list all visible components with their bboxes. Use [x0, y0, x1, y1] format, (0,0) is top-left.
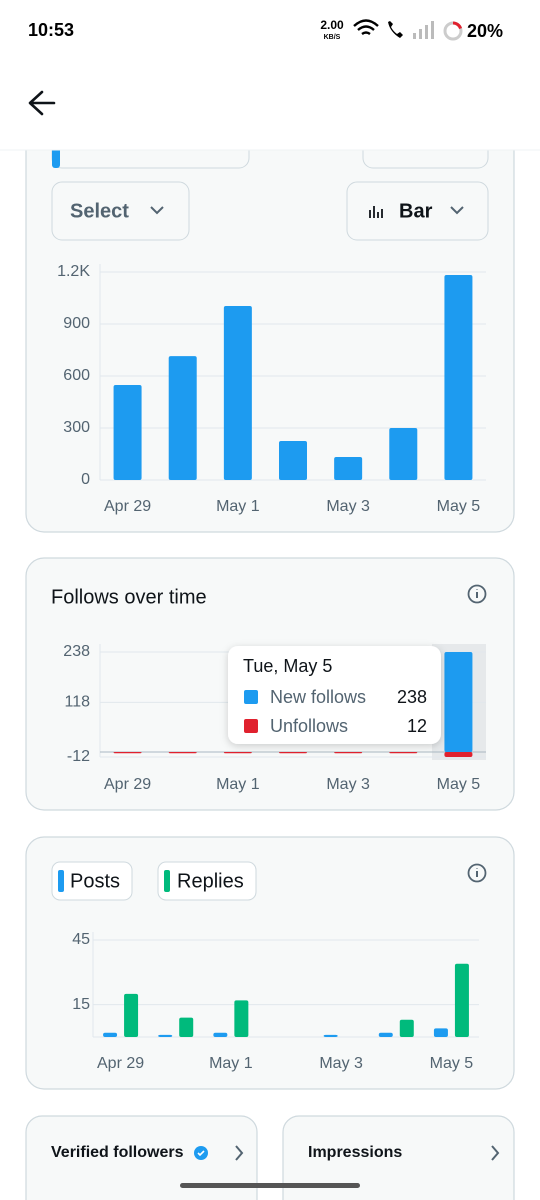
tooltip-title: Tue, May 5 [243, 656, 332, 676]
x-tick-label: May 1 [216, 776, 260, 793]
y-tick-label: 15 [72, 996, 90, 1013]
bar [279, 751, 307, 754]
x-tick-label: May 1 [216, 498, 260, 515]
tooltip-box [228, 646, 441, 744]
x-tick-label: May 3 [319, 1055, 363, 1072]
y-tick-label: 238 [63, 643, 90, 660]
y-tick-label: 118 [64, 694, 90, 711]
bar [223, 751, 252, 754]
tooltip-value: 12 [407, 716, 427, 736]
tooltip-swatch [244, 719, 258, 733]
net-speed: 2.00 [320, 18, 344, 32]
info-icon[interactable] [467, 584, 487, 604]
bar [444, 751, 473, 757]
charts: 0 300 600 900 1.2K Apr 29 May 1 May 3 May 5 -12 11… [57, 263, 486, 1072]
header [0, 0, 540, 150]
bar [279, 441, 307, 480]
chart-card [25, 109, 515, 533]
wifi-icon [353, 19, 379, 35]
bar [168, 356, 197, 480]
x-tick-label: May 5 [430, 1055, 474, 1072]
bar [223, 305, 252, 480]
x-tick-label: May 3 [326, 498, 370, 515]
signal-icon [413, 21, 434, 39]
bar [158, 1034, 173, 1037]
chart-type-label: Bar [399, 200, 433, 222]
bar [234, 1000, 249, 1037]
chevron [491, 1145, 500, 1161]
bar [389, 751, 418, 754]
bar [323, 1034, 338, 1037]
x-tick-label: May 1 [209, 1055, 253, 1072]
bar [389, 428, 418, 480]
x-tick-label: Apr 29 [104, 776, 151, 793]
tooltip-series: Unfollows [270, 716, 348, 736]
info-icon[interactable] [467, 863, 487, 883]
x-tick-label: Apr 29 [104, 498, 151, 515]
battery-text: 20% [467, 21, 503, 41]
legend-button[interactable] [51, 861, 133, 901]
bar [334, 456, 363, 480]
bar [334, 751, 363, 754]
tooltip: Tue, May 5 New follows 238 Unfollows 12 [228, 646, 441, 744]
chart-card [25, 836, 515, 1090]
bar [433, 1028, 448, 1037]
call-icon [388, 21, 403, 38]
tooltip-swatch [244, 690, 258, 704]
bar [454, 963, 469, 1037]
bar [113, 385, 142, 480]
chevron [450, 206, 464, 215]
bar [444, 652, 473, 752]
summary-card[interactable] [282, 1115, 515, 1200]
chart-title: Follows over time [51, 586, 207, 608]
legend-swatch [164, 870, 170, 892]
bar [124, 993, 139, 1037]
x-tick-label: May 5 [437, 776, 481, 793]
y-tick-label: -12 [67, 748, 90, 765]
y-tick-label: 900 [63, 315, 90, 332]
y-tick-label: 1.2K [57, 263, 90, 280]
bar [444, 274, 473, 480]
tooltip-series: New follows [270, 687, 366, 707]
y-tick-label: 0 [81, 471, 90, 488]
x-tick-label: May 3 [326, 776, 370, 793]
verified-check [197, 1150, 205, 1157]
x-tick-label: Apr 29 [97, 1055, 144, 1072]
bar [113, 751, 142, 754]
battery-level [452, 21, 463, 30]
bar [103, 1032, 118, 1037]
bar [168, 751, 197, 754]
y-tick-label: 600 [63, 367, 90, 384]
chevron [235, 1145, 244, 1161]
y-tick-label: 45 [72, 931, 90, 948]
back-button[interactable] [28, 90, 56, 116]
y-tick-label: 300 [63, 419, 90, 436]
legend-button[interactable] [157, 861, 257, 901]
bar [213, 1032, 228, 1037]
tooltip-value: 238 [397, 687, 427, 707]
select-label: Select [70, 200, 129, 222]
card-title: Impressions [308, 1144, 402, 1161]
card-title: Verified followers [51, 1144, 184, 1161]
home-indicator [180, 1183, 360, 1188]
bar [378, 1032, 393, 1037]
legend-swatch [58, 870, 64, 892]
net-unit: KB/S [324, 34, 341, 41]
select-dropdown[interactable] [51, 181, 190, 241]
chevron [150, 206, 164, 215]
x-tick-label: May 5 [437, 498, 481, 515]
bar [399, 1019, 414, 1037]
legend-label: Replies [177, 870, 244, 892]
bar-icon [369, 206, 383, 218]
summary-card[interactable] [25, 1115, 258, 1200]
status-time: 10:53 [28, 20, 74, 40]
legend-label: Posts [70, 870, 120, 892]
chart-type-dropdown[interactable] [346, 181, 489, 241]
bar [179, 1017, 194, 1037]
